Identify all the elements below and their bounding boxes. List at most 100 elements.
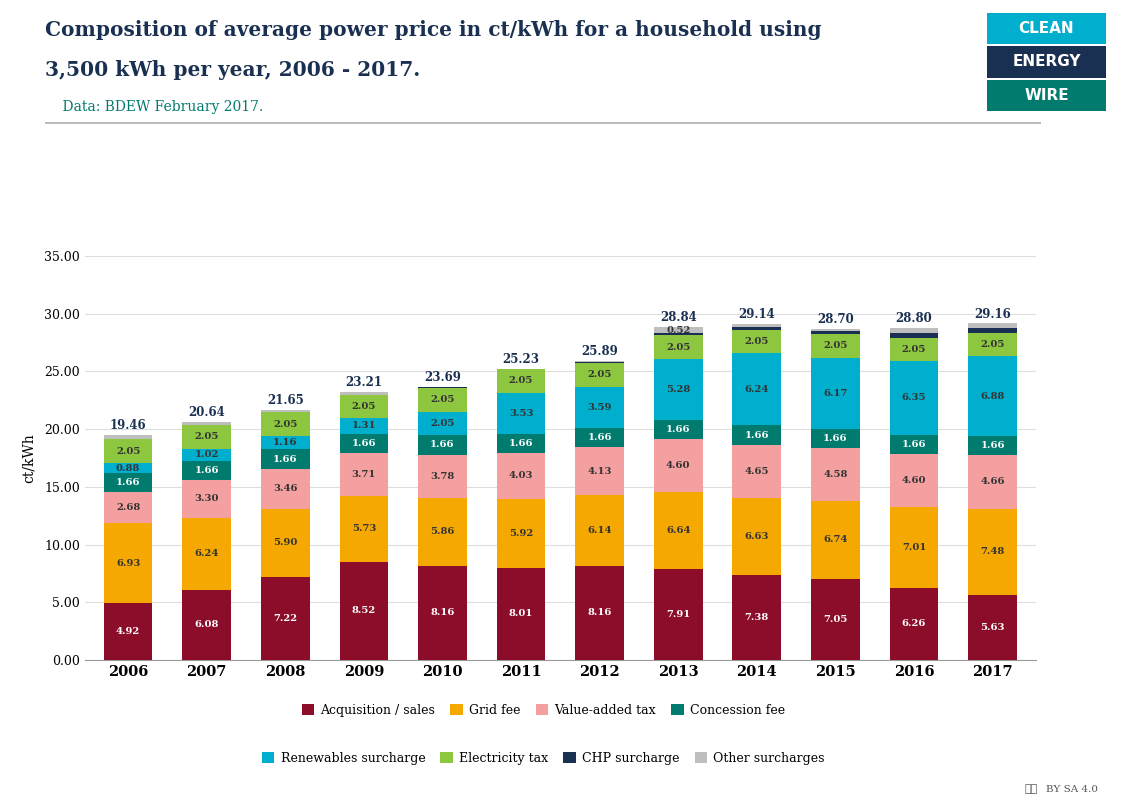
Text: 1.66: 1.66	[588, 433, 612, 442]
Bar	[575, 447, 624, 495]
Text: 2.05: 2.05	[745, 337, 769, 346]
Text: 7.38: 7.38	[745, 613, 769, 622]
Text: 20.64: 20.64	[188, 406, 225, 419]
Bar	[732, 575, 781, 660]
Bar	[104, 463, 153, 473]
Text: 8.16: 8.16	[430, 609, 455, 618]
Bar	[575, 386, 624, 428]
Text: 1.66: 1.66	[273, 454, 298, 463]
Text: 2.05: 2.05	[588, 370, 611, 379]
Text: 5.92: 5.92	[509, 529, 533, 538]
Bar	[418, 566, 466, 660]
Bar	[261, 450, 310, 469]
Bar	[575, 363, 624, 386]
Bar	[732, 327, 781, 330]
Text: 2.05: 2.05	[430, 395, 455, 404]
FancyBboxPatch shape	[987, 46, 1106, 78]
Text: 5.86: 5.86	[430, 527, 455, 537]
Text: 4.65: 4.65	[745, 467, 769, 476]
Bar	[497, 453, 546, 499]
Bar	[497, 499, 546, 567]
Bar	[732, 354, 781, 426]
Text: 3.59: 3.59	[588, 403, 611, 412]
Bar	[104, 435, 153, 439]
Text: 0.88: 0.88	[115, 463, 140, 473]
Bar	[418, 387, 466, 388]
Text: 6.26: 6.26	[902, 619, 926, 628]
Bar	[340, 495, 388, 562]
Text: Data: BDEW February 2017.: Data: BDEW February 2017.	[45, 100, 264, 114]
Text: 19.46: 19.46	[110, 419, 146, 433]
Bar	[968, 327, 1017, 333]
Text: 7.05: 7.05	[823, 615, 848, 624]
Text: 6.93: 6.93	[115, 558, 140, 568]
Text: 2.05: 2.05	[115, 446, 140, 456]
Bar	[340, 394, 388, 418]
Text: 6.08: 6.08	[195, 621, 218, 630]
Bar	[340, 562, 388, 660]
Bar	[890, 333, 938, 338]
Text: 4.92: 4.92	[115, 627, 140, 636]
Text: 5.28: 5.28	[666, 385, 691, 394]
Text: 3.71: 3.71	[352, 470, 376, 478]
Bar	[732, 445, 781, 498]
Text: 4.60: 4.60	[666, 461, 691, 470]
Bar	[890, 588, 938, 660]
Text: 28.70: 28.70	[817, 313, 854, 326]
Text: 3.78: 3.78	[430, 472, 455, 481]
Bar	[968, 356, 1017, 436]
Bar	[104, 523, 153, 603]
Bar	[890, 338, 938, 362]
Bar	[182, 422, 231, 425]
Bar	[104, 603, 153, 660]
Bar	[890, 327, 938, 333]
Text: 2.05: 2.05	[430, 419, 455, 428]
Bar	[890, 454, 938, 507]
Bar	[497, 434, 546, 453]
Bar	[890, 362, 938, 434]
Legend: Acquisition / sales, Grid fee, Value-added tax, Concession fee: Acquisition / sales, Grid fee, Value-add…	[297, 698, 790, 722]
Text: 8.16: 8.16	[588, 609, 611, 618]
FancyBboxPatch shape	[987, 13, 1106, 44]
Bar	[732, 330, 781, 354]
Y-axis label: ct/kWh: ct/kWh	[22, 433, 36, 483]
Legend: Renewables surcharge, Electricity tax, CHP surcharge, Other surcharges: Renewables surcharge, Electricity tax, C…	[257, 746, 830, 770]
Bar	[654, 420, 703, 439]
Text: 0.52: 0.52	[666, 326, 691, 334]
Bar	[182, 480, 231, 518]
Text: ⒸⒸ: ⒸⒸ	[1024, 784, 1038, 794]
Bar	[182, 425, 231, 449]
Bar	[732, 324, 781, 327]
Bar	[261, 436, 310, 450]
Bar	[418, 435, 466, 454]
Text: 2.05: 2.05	[980, 340, 1005, 349]
Bar	[575, 428, 624, 447]
Text: 5.90: 5.90	[273, 538, 298, 547]
Text: 23.21: 23.21	[345, 376, 383, 390]
Bar	[732, 426, 781, 445]
Bar	[654, 569, 703, 660]
Bar	[811, 578, 859, 660]
Bar	[890, 434, 938, 454]
Text: 1.66: 1.66	[980, 441, 1005, 450]
Text: 6.35: 6.35	[902, 394, 926, 402]
Bar	[418, 454, 466, 498]
Text: 7.91: 7.91	[666, 610, 691, 619]
Text: 6.64: 6.64	[666, 526, 691, 535]
Bar	[261, 509, 310, 577]
Text: 4.13: 4.13	[588, 466, 612, 476]
Bar	[811, 329, 859, 331]
Bar	[418, 412, 466, 435]
Bar	[732, 498, 781, 575]
Bar	[575, 566, 624, 660]
Text: 3.30: 3.30	[195, 494, 218, 503]
Text: Composition of average power price in ct/kWh for a household using: Composition of average power price in ct…	[45, 20, 822, 40]
Text: 6.74: 6.74	[823, 535, 848, 544]
Bar	[811, 429, 859, 448]
Text: 1.66: 1.66	[902, 440, 926, 449]
Bar	[182, 449, 231, 461]
Bar	[811, 331, 859, 334]
Bar	[968, 436, 1017, 455]
Bar	[654, 327, 703, 333]
Text: 1.66: 1.66	[508, 438, 533, 448]
